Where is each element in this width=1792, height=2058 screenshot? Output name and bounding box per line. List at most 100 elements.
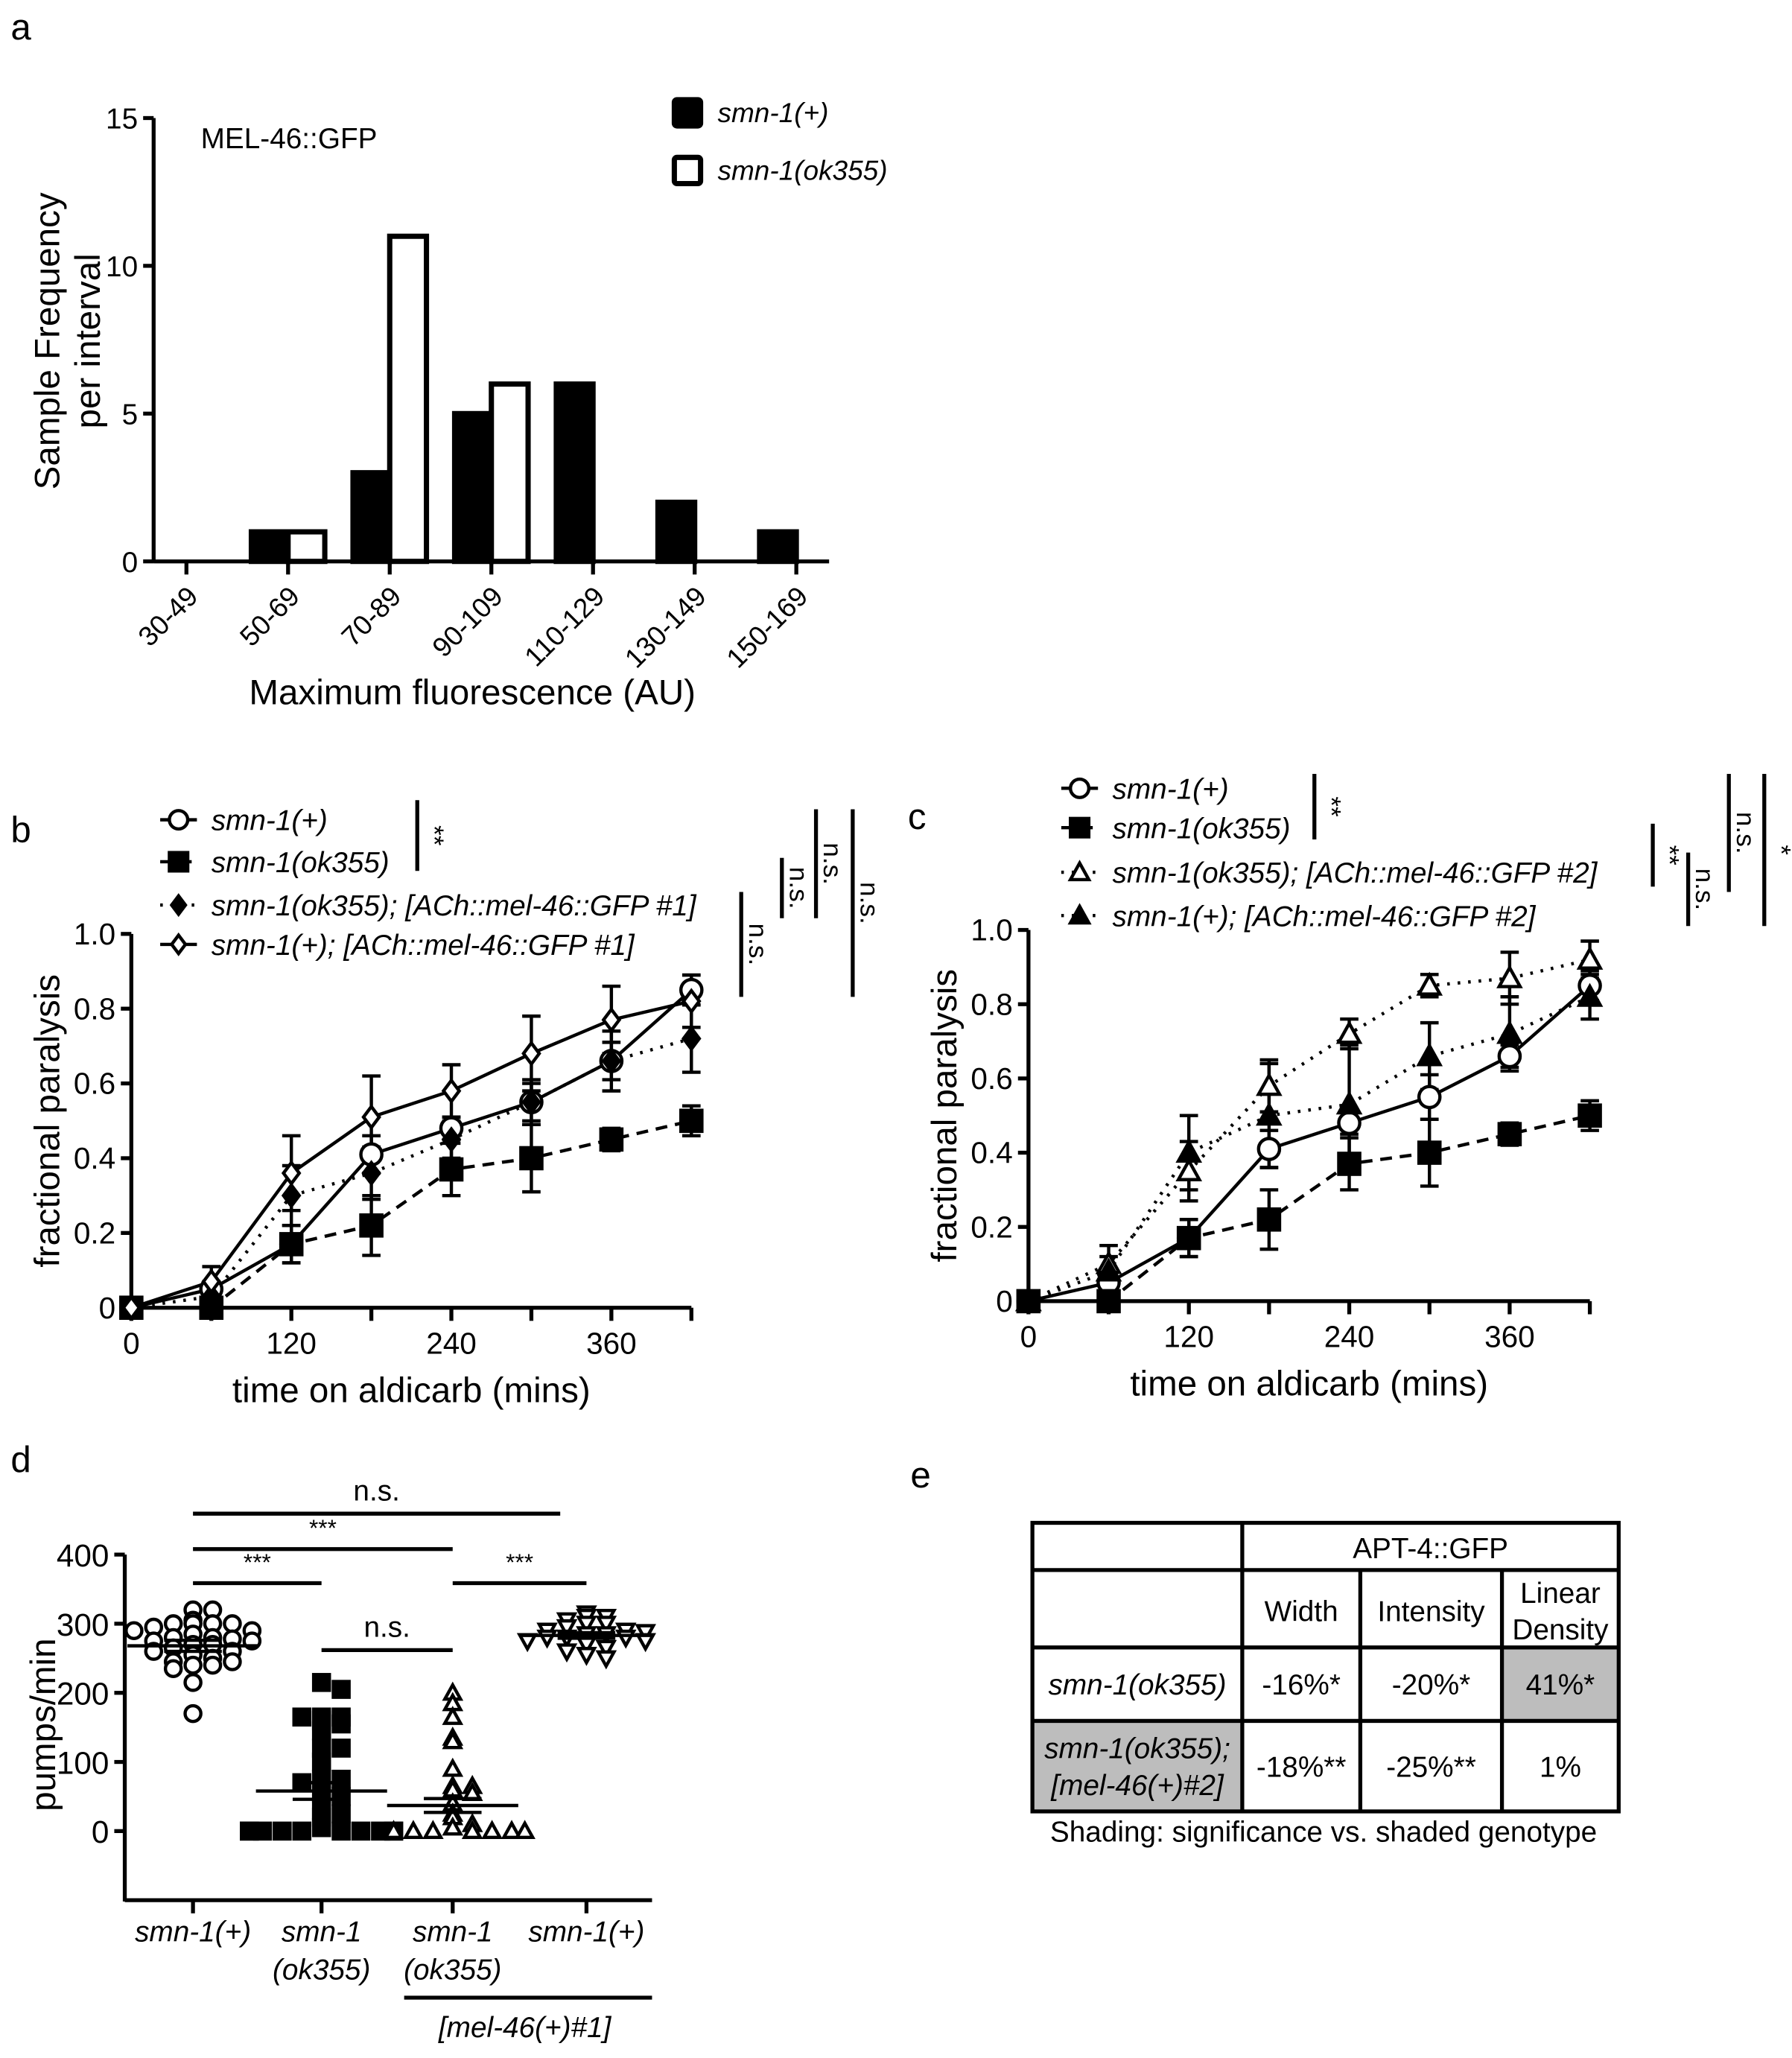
panel-label-c: c — [908, 796, 927, 837]
legend-marker — [169, 893, 188, 918]
bar-smn1-ok355 — [387, 233, 430, 565]
data-point — [1335, 1090, 1363, 1115]
data-point — [124, 1621, 144, 1640]
table-caption: Shading: significance vs. shaded genotyp… — [1050, 1816, 1597, 1848]
x-tick-label: 110-129 — [518, 581, 610, 673]
bar-smn1-ok355 — [285, 529, 328, 565]
series-line — [131, 1037, 692, 1309]
y-tick-label: 15 — [106, 104, 138, 136]
data-point — [536, 1629, 558, 1649]
legend-label: smn-1(+); [ACh::mel-46::GFP #1] — [212, 930, 635, 962]
panel-label-a: a — [10, 7, 31, 48]
data-point — [311, 1817, 331, 1838]
data-point — [311, 1752, 331, 1772]
data-point — [1497, 1044, 1522, 1069]
y-tick-label: 0.4 — [74, 1141, 115, 1175]
data-point — [311, 1673, 331, 1692]
data-point — [441, 1126, 462, 1153]
data-point — [635, 1624, 656, 1644]
column-header: Width — [1265, 1596, 1338, 1628]
data-point — [1577, 1103, 1602, 1128]
data-point — [331, 1680, 351, 1699]
data-point — [402, 1820, 425, 1840]
y-axis-label: Sample Frequency — [28, 192, 67, 489]
x-tick-label: smn-1(+) — [135, 1916, 251, 1948]
bar-smn1-wt — [350, 470, 393, 565]
data-point — [595, 1616, 617, 1636]
legend-label: smn-1(ok355); [ACh::mel-46::GFP #2] — [1113, 857, 1598, 889]
data-point — [1337, 1111, 1362, 1135]
data-point — [163, 1659, 183, 1679]
significance-label: n.s. — [784, 867, 813, 909]
data-point — [273, 1821, 292, 1841]
legend-marker — [1069, 777, 1091, 799]
data-point — [1337, 1152, 1362, 1176]
table-cell: 41%* — [1526, 1669, 1595, 1701]
x-tick-label: 0 — [1020, 1320, 1038, 1354]
legend-marker — [1069, 816, 1091, 839]
x-tick-label: 150-169 — [720, 581, 813, 674]
legend-label: smn-1(+) — [1113, 773, 1229, 805]
data-point — [223, 1614, 242, 1633]
legend-swatch — [671, 97, 704, 129]
y-tick-label: 200 — [57, 1677, 109, 1712]
x-tick-label: (ok355) — [273, 1954, 370, 1986]
data-point — [442, 1706, 464, 1725]
data-point — [292, 1821, 312, 1841]
significance-label: *** — [309, 1514, 337, 1541]
x-tick-label: 130-149 — [619, 581, 712, 674]
legend-marker — [168, 809, 190, 831]
data-point — [183, 1673, 203, 1692]
legend-marker — [168, 851, 190, 873]
data-point — [441, 1077, 462, 1105]
series-line — [130, 988, 693, 1309]
significance-label: n.s. — [743, 924, 772, 966]
bar-smn1-wt — [757, 529, 799, 565]
data-point — [521, 1088, 541, 1116]
group-label: [mel-46(+)#1] — [438, 2012, 612, 2044]
data-point — [1175, 1138, 1203, 1163]
y-axis-label: fractional paralysis — [925, 969, 965, 1263]
shaded-cell — [1032, 1721, 1242, 1811]
data-point — [481, 1820, 503, 1840]
legend-label: smn-1(ok355) — [1113, 813, 1291, 845]
y-tick-label: 1.0 — [970, 913, 1012, 947]
data-point — [442, 1816, 464, 1836]
significance-label: *** — [506, 1549, 533, 1575]
significance-label: n.s. — [1731, 812, 1760, 854]
column-header: Density — [1512, 1614, 1609, 1646]
data-point — [576, 1616, 597, 1636]
legend-swatch — [671, 154, 704, 187]
legend-marker — [1067, 860, 1092, 882]
significance-label: n.s. — [353, 1476, 399, 1508]
legend-marker — [1067, 903, 1092, 925]
data-point — [201, 1268, 222, 1295]
significance-label: n.s. — [1690, 868, 1719, 911]
x-tick-label: 30-49 — [133, 581, 204, 652]
data-point — [601, 1047, 622, 1075]
data-point — [1416, 1042, 1443, 1067]
y-tick-label: 0.6 — [970, 1061, 1012, 1096]
x-tick-label: 120 — [266, 1326, 317, 1360]
table-cell: -18%** — [1256, 1751, 1347, 1783]
series-line — [130, 1000, 692, 1309]
panel-c-line-chart: 0 0.2 0.4 0.6 0.8 1.0 0 120 240 360 time on aldica… — [925, 773, 1792, 1403]
y-tick-label: 0.6 — [74, 1067, 115, 1101]
bar-smn1-wt — [655, 499, 698, 565]
legend-label: smn-1(+) — [718, 98, 829, 128]
data-point — [331, 1714, 351, 1734]
series-line — [1028, 995, 1591, 1303]
legend-label: smn-1(ok355) — [212, 847, 390, 879]
y-tick-label: 0 — [122, 547, 139, 579]
data-point — [461, 1820, 483, 1840]
y-tick-label: 0.2 — [970, 1210, 1012, 1244]
significance-label: n.s. — [818, 842, 847, 885]
x-tick-label: 50-69 — [234, 581, 305, 652]
x-tick-label: smn-1 — [413, 1916, 493, 1948]
panel-a-histogram: 0 5 10 15 30-49 50-69 70-89 90-109 110-129 130-14… — [28, 97, 888, 713]
y-tick-label: 10 — [106, 251, 138, 283]
x-tick-label: 0 — [123, 1326, 140, 1360]
legend-label: smn-1(+) — [212, 805, 328, 837]
